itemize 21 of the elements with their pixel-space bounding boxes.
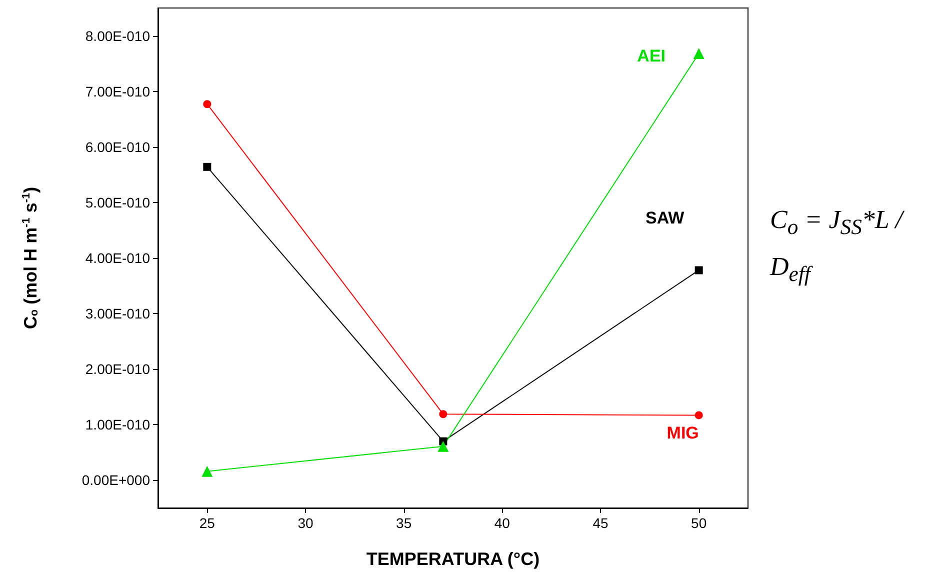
series-label: MIG: [666, 424, 699, 443]
x-axis-title: TEMPERATURA (°C): [366, 549, 540, 569]
series-label: AEI: [637, 46, 666, 66]
y-tick-label: 3.00E-010: [85, 306, 150, 322]
y-tick-label: 8.00E-010: [85, 28, 150, 44]
text: C$_{o}$ = J$_{SS}$*L / D$_{eff}$: [770, 205, 903, 286]
x-tick-label: 25: [199, 515, 216, 531]
y-tick-label: 0.00E+000: [82, 472, 150, 488]
text: SAW: [645, 208, 686, 228]
x-tick-label: 30: [298, 515, 314, 531]
x-tick-label: 45: [592, 515, 608, 531]
y-tick-label: 2.00E-010: [85, 361, 150, 378]
x-tick-label: 40: [494, 515, 510, 531]
x-tick-label: 35: [396, 515, 412, 531]
y-tick-label: 1.00E-010: [85, 416, 150, 433]
x-tick-label: 50: [691, 515, 707, 531]
y-axis-title: Co (mol H m-1 s-1): [20, 186, 40, 330]
y-tick-label: 6.00E-010: [85, 138, 150, 155]
y-tick-label: 4.00E-010: [85, 250, 150, 266]
y-tick-label: 7.00E-010: [85, 83, 150, 100]
y-tick-label: 5.00E-010: [85, 194, 150, 210]
